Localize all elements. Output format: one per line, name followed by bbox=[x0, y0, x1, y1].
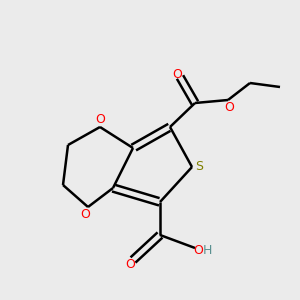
Text: O: O bbox=[80, 208, 90, 221]
Text: H: H bbox=[203, 244, 212, 257]
Text: O: O bbox=[95, 113, 105, 126]
Text: O: O bbox=[193, 244, 203, 257]
Text: O: O bbox=[125, 258, 135, 271]
Text: S: S bbox=[196, 160, 203, 173]
Text: O: O bbox=[225, 101, 234, 114]
Text: O: O bbox=[172, 68, 182, 80]
